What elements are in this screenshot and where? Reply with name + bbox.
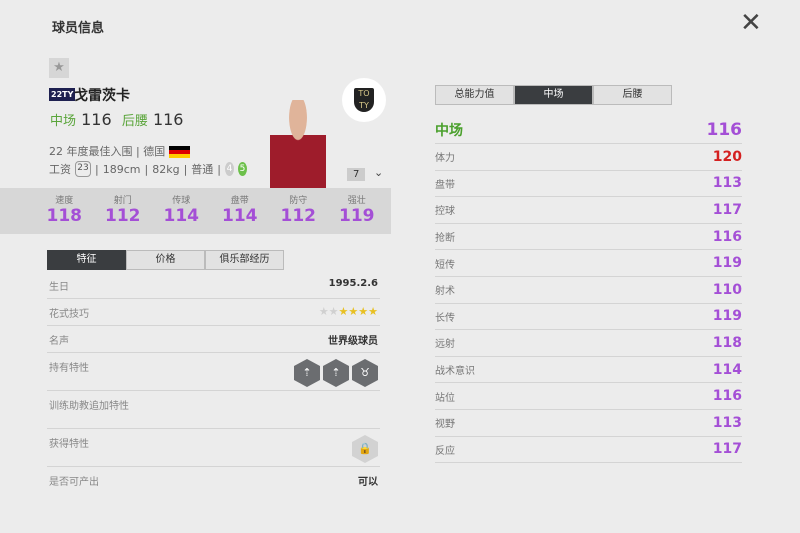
attribute-label: 短传 [435, 259, 455, 271]
row-traits: 持有特性 ⇡ ⇡ ♉ [47, 353, 380, 391]
attribute-tabs: 总能力值 中场 后腰 [435, 85, 672, 105]
row-producible: 是否可产出 可以 [49, 477, 378, 488]
attribute-row: 长传 119 [435, 304, 742, 331]
level-selector[interactable]: 7 [347, 168, 366, 181]
attribute-value: 118 [712, 334, 742, 351]
page-title: 球员信息 [52, 21, 105, 36]
attribute-value: 113 [712, 414, 742, 431]
wage-badge: 23 [75, 161, 91, 177]
attribute-value: 117 [712, 201, 742, 218]
attribute-value: 114 [712, 361, 742, 378]
attribute-label: 体力 [435, 153, 455, 165]
tab-club-history[interactable]: 俱乐部经历 [205, 250, 284, 270]
weight: 82kg [152, 162, 180, 176]
attribute-label: 盘带 [435, 179, 455, 191]
season-logo: TO TY [342, 78, 386, 122]
chevron-down-icon[interactable]: ⌄ [374, 166, 384, 179]
attribute-label: 站位 [435, 392, 455, 404]
attribute-row: 抢断 116 [435, 224, 742, 251]
season-badge: 22TY [49, 88, 76, 101]
player-name: 戈雷茨卡 [74, 88, 130, 104]
season-nation: 22 年度最佳入围 | 德国 [49, 145, 166, 158]
main-stats-bar: 速度 118 射门 112 传球 114 盘带 114 防守 112 强壮 119 [0, 188, 391, 234]
stat: 盘带 114 [222, 196, 258, 226]
detail-tabs: 特征 价格 俱乐部经历 [47, 250, 284, 270]
stat: 射门 112 [105, 196, 141, 226]
attribute-label: 反应 [435, 445, 455, 457]
attribute-value: 119 [712, 308, 742, 325]
stat: 速度 118 [46, 196, 83, 226]
attribute-label: 控球 [435, 206, 455, 218]
tab-midfield[interactable]: 中场 [514, 85, 593, 105]
stat: 强壮 119 [339, 196, 375, 226]
attribute-row: 视野 113 [435, 410, 742, 437]
attribute-label: 抢断 [435, 233, 455, 245]
attribute-value: 110 [712, 281, 742, 298]
attribute-header: 中场 116 [435, 116, 742, 144]
germany-flag-icon [168, 146, 190, 158]
player-info-line: 22 年度最佳入围 | 德国 [49, 143, 190, 159]
height: 189cm [102, 162, 141, 176]
tab-cdm[interactable]: 后腰 [593, 85, 672, 105]
strong-foot-icon: 5 [238, 162, 247, 176]
attribute-value: 116 [712, 388, 742, 405]
attribute-row: 射术 110 [435, 277, 742, 304]
stat: 防守 112 [280, 196, 317, 226]
tab-price[interactable]: 价格 [126, 250, 205, 270]
attribute-label: 射术 [435, 286, 455, 298]
player-image [270, 100, 326, 188]
attribute-value: 116 [712, 228, 742, 245]
attribute-value: 120 [712, 148, 742, 165]
attribute-label: 长传 [435, 312, 455, 324]
skill-stars: ★★★★★★ [318, 305, 378, 318]
attribute-value: 119 [712, 255, 742, 272]
weak-foot-icon: 4 [225, 162, 234, 176]
attribute-row: 站位 116 [435, 383, 742, 410]
row-acquired-traits: 获得特性 🔒 [47, 429, 380, 467]
position-label: 后腰 [121, 114, 148, 129]
stat: 传球 114 [163, 196, 200, 226]
trait-icon-bull[interactable]: ♉ [352, 359, 378, 387]
attribute-row: 体力 120 [435, 144, 742, 171]
trait-icon-long-shot[interactable]: ⇡ [294, 359, 320, 387]
attribute-row: 战术意识 114 [435, 357, 742, 384]
attribute-value: 117 [712, 441, 742, 458]
row-birthday: 生日 1995.2.6 [47, 272, 380, 299]
position-label: 中场 [50, 114, 77, 129]
row-coach-traits: 训练助教追加特性 [47, 391, 380, 429]
position-ratings: 中场 116 后腰 116 [50, 110, 183, 129]
attribute-row: 控球 117 [435, 197, 742, 224]
position-ovr: 116 [152, 110, 184, 129]
attribute-row: 短传 119 [435, 250, 742, 277]
detail-list: 生日 1995.2.6 花式技巧 ★★★★★★ 名声 世界级球员 持有特性 ⇡ ⇡ ♉ 训练… [47, 272, 380, 494]
body-type: 普通 [191, 163, 214, 176]
trait-icon-power-header[interactable]: ⇡ [323, 359, 349, 387]
position-ovr: 116 [81, 110, 112, 129]
lock-icon[interactable]: 🔒 [352, 435, 378, 463]
player-info-line2: 工资 23 | 189cm | 82kg | 普通 | 4 5 [49, 161, 247, 177]
toty-shield-icon: TO TY [354, 88, 374, 112]
attribute-label: 战术意识 [435, 366, 475, 378]
attribute-value: 113 [712, 175, 742, 192]
attribute-row: 远射 118 [435, 330, 742, 357]
attribute-label: 远射 [435, 339, 455, 351]
attribute-row: 盘带 113 [435, 171, 742, 198]
attribute-label: 视野 [435, 419, 455, 431]
close-icon[interactable]: ✕ [740, 8, 762, 38]
tab-overall[interactable]: 总能力值 [435, 85, 514, 105]
favorite-star-button[interactable]: ★ [49, 58, 69, 78]
row-fame: 名声 世界级球员 [47, 326, 380, 353]
attribute-list: 中场 116 体力 120 盘带 113 控球 117 抢断 116 短传 119 射术 110 长传 11… [435, 116, 742, 464]
tab-traits[interactable]: 特征 [47, 250, 126, 270]
row-skill-moves: 花式技巧 ★★★★★★ [47, 299, 380, 326]
attribute-row: 反应 117 [435, 437, 742, 464]
